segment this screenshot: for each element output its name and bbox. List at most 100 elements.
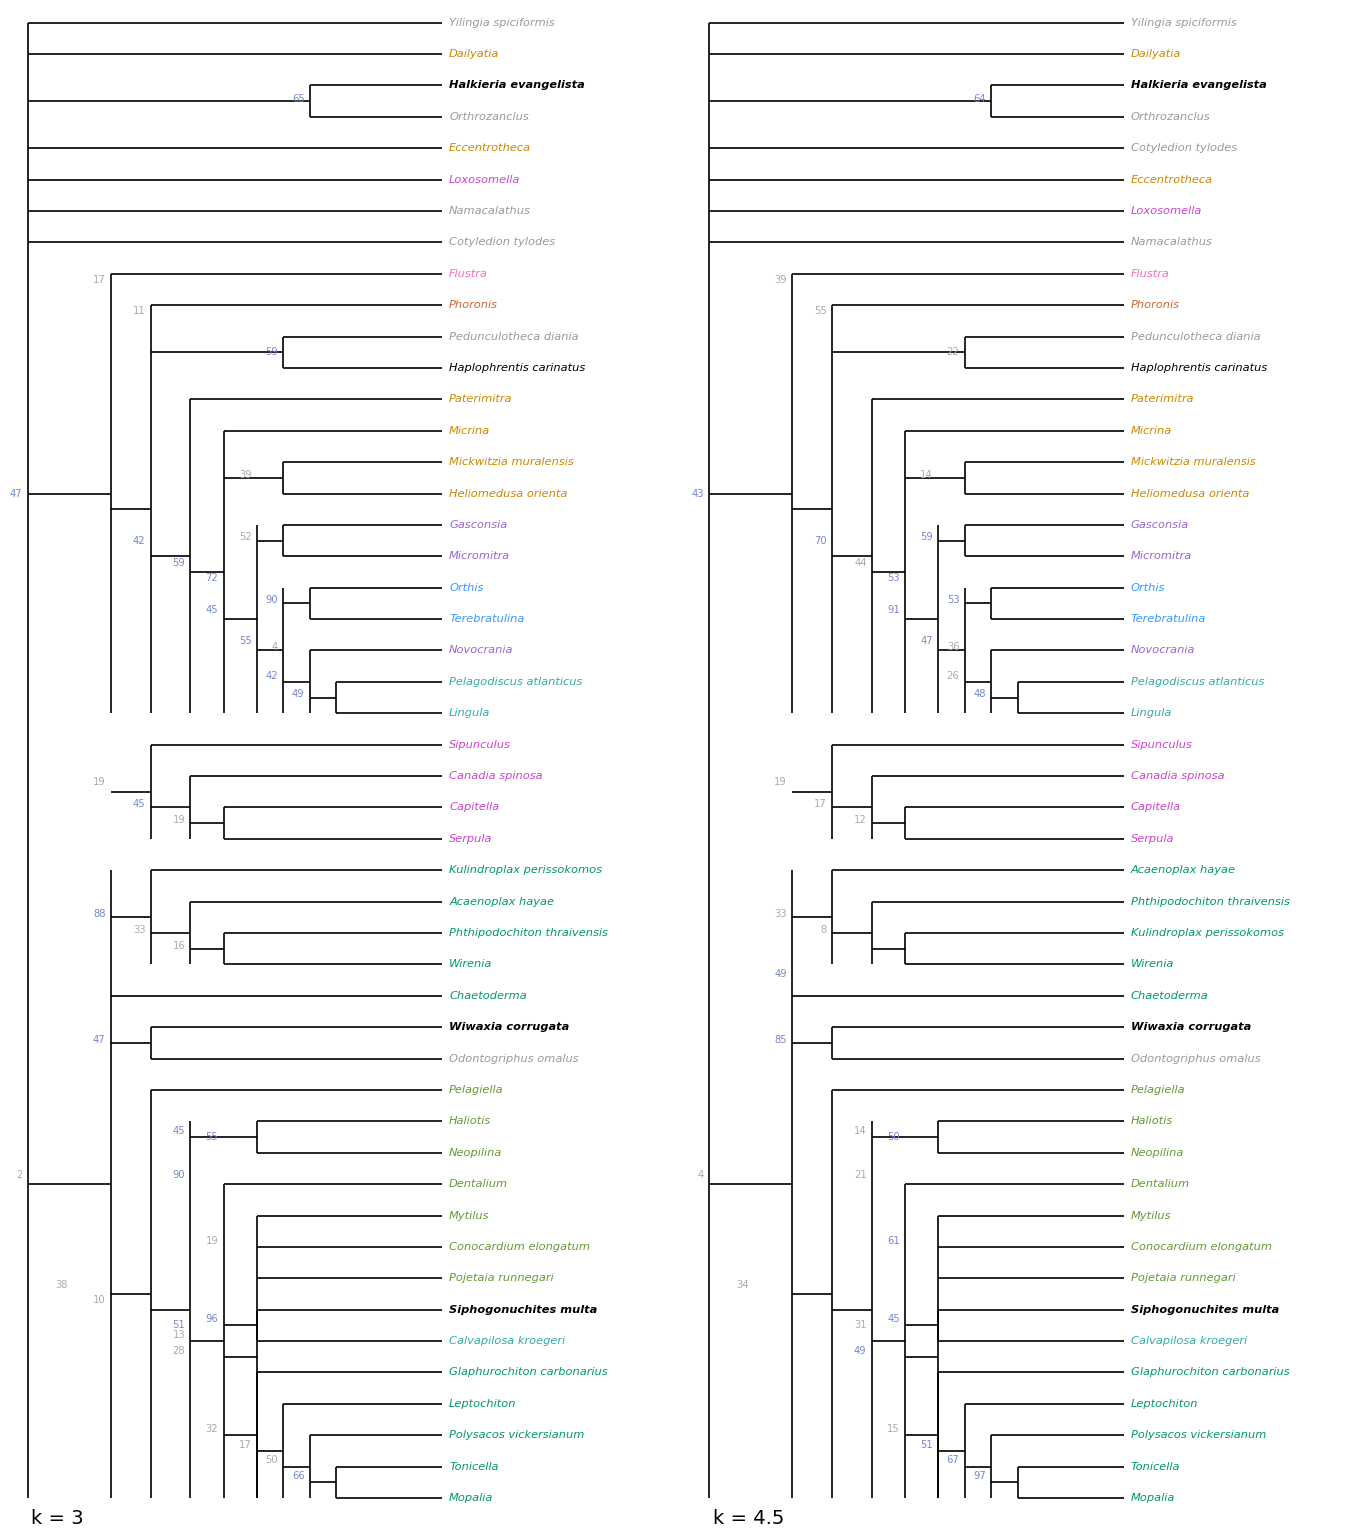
Text: 19: 19: [172, 816, 185, 825]
Text: Lingula: Lingula: [450, 708, 491, 719]
Text: 49: 49: [855, 1346, 867, 1355]
Text: Chaetoderma: Chaetoderma: [450, 991, 527, 1001]
Text: 26: 26: [947, 671, 960, 680]
Text: Orthrozanclus: Orthrozanclus: [450, 112, 529, 121]
Text: Micrina: Micrina: [1130, 425, 1172, 436]
Text: 38: 38: [56, 1279, 68, 1290]
Text: Terebratulina: Terebratulina: [1130, 614, 1206, 624]
Text: 19: 19: [93, 777, 105, 788]
Text: 59: 59: [172, 558, 185, 568]
Text: Gasconsia: Gasconsia: [450, 519, 507, 530]
Text: Pojetaia runnegari: Pojetaia runnegari: [450, 1273, 553, 1283]
Text: 34: 34: [737, 1279, 750, 1290]
Text: 45: 45: [206, 605, 218, 614]
Text: 64: 64: [973, 94, 985, 103]
Text: Pelagodiscus atlanticus: Pelagodiscus atlanticus: [450, 677, 582, 687]
Text: 49: 49: [292, 690, 304, 699]
Text: Micromitra: Micromitra: [450, 551, 510, 561]
Text: 65: 65: [292, 94, 304, 103]
Text: Cotyledion tylodes: Cotyledion tylodes: [1130, 143, 1236, 154]
Text: Novocrania: Novocrania: [450, 645, 514, 656]
Text: Odontogriphus omalus: Odontogriphus omalus: [1130, 1054, 1261, 1063]
Text: Glaphurochiton carbonarius: Glaphurochiton carbonarius: [1130, 1367, 1289, 1378]
Text: Mickwitzia muralensis: Mickwitzia muralensis: [450, 458, 574, 467]
Text: 50: 50: [266, 1456, 278, 1465]
Text: 39: 39: [774, 275, 786, 286]
Text: Mopalia: Mopalia: [1130, 1493, 1175, 1504]
Text: Wiwaxia corrugata: Wiwaxia corrugata: [1130, 1021, 1251, 1032]
Text: Serpula: Serpula: [1130, 834, 1174, 843]
Text: Pedunculotheca diania: Pedunculotheca diania: [450, 332, 579, 341]
Text: Phthipodochiton thraivensis: Phthipodochiton thraivensis: [450, 928, 608, 938]
Text: 33: 33: [132, 925, 146, 935]
Text: 51: 51: [172, 1321, 185, 1330]
Text: Calvapilosa kroegeri: Calvapilosa kroegeri: [1130, 1336, 1247, 1346]
Text: 45: 45: [173, 1126, 185, 1135]
Text: Serpula: Serpula: [450, 834, 492, 843]
Text: Mytilus: Mytilus: [1130, 1210, 1171, 1221]
Text: Dailyatia: Dailyatia: [1130, 49, 1180, 58]
Text: 90: 90: [266, 596, 278, 605]
Text: Acaenoplax hayae: Acaenoplax hayae: [1130, 865, 1236, 876]
Text: Pelagiella: Pelagiella: [450, 1084, 504, 1095]
Text: Halkieria evangelista: Halkieria evangelista: [450, 80, 585, 91]
Text: Conocardium elongatum: Conocardium elongatum: [1130, 1243, 1272, 1252]
Text: Dailyatia: Dailyatia: [450, 49, 499, 58]
Text: Mytilus: Mytilus: [450, 1210, 489, 1221]
Text: 17: 17: [239, 1439, 252, 1450]
Text: Orthis: Orthis: [450, 582, 484, 593]
Text: 12: 12: [853, 816, 867, 825]
Text: Leptochiton: Leptochiton: [1130, 1399, 1198, 1409]
Text: 22: 22: [947, 347, 960, 358]
Text: Terebratulina: Terebratulina: [450, 614, 525, 624]
Text: Glaphurochiton carbonarius: Glaphurochiton carbonarius: [450, 1367, 608, 1378]
Text: 53: 53: [887, 573, 900, 584]
Text: k = 3: k = 3: [31, 1508, 85, 1528]
Text: 44: 44: [855, 558, 867, 568]
Text: Phoronis: Phoronis: [450, 300, 497, 310]
Text: Neopilina: Neopilina: [450, 1147, 503, 1158]
Text: Mickwitzia muralensis: Mickwitzia muralensis: [1130, 458, 1255, 467]
Text: Haliotis: Haliotis: [450, 1117, 492, 1126]
Text: 32: 32: [206, 1424, 218, 1435]
Text: Tonicella: Tonicella: [450, 1462, 499, 1471]
Text: Wirenia: Wirenia: [1130, 960, 1174, 969]
Text: Capitella: Capitella: [1130, 802, 1180, 813]
Text: Namacalathus: Namacalathus: [1130, 238, 1213, 247]
Text: 70: 70: [814, 536, 827, 545]
Text: Siphogonuchites multa: Siphogonuchites multa: [1130, 1304, 1278, 1315]
Text: 47: 47: [10, 488, 23, 499]
Text: Loxosomella: Loxosomella: [1130, 206, 1202, 217]
Text: 17: 17: [93, 275, 105, 286]
Text: 43: 43: [691, 488, 705, 499]
Text: 28: 28: [173, 1346, 185, 1355]
Text: 19: 19: [206, 1235, 218, 1246]
Text: Neopilina: Neopilina: [1130, 1147, 1184, 1158]
Text: Flustra: Flustra: [450, 269, 488, 278]
Text: 4: 4: [698, 1170, 705, 1180]
Text: Kulindroplax perissokomos: Kulindroplax perissokomos: [1130, 928, 1284, 938]
Text: 61: 61: [887, 1235, 900, 1246]
Text: Polysacos vickersianum: Polysacos vickersianum: [450, 1430, 585, 1441]
Text: 19: 19: [774, 777, 786, 788]
Text: Pelagiella: Pelagiella: [1130, 1084, 1186, 1095]
Text: 47: 47: [93, 1035, 105, 1044]
Text: Heliomedusa orienta: Heliomedusa orienta: [450, 488, 567, 499]
Text: 97: 97: [973, 1471, 985, 1481]
Text: 42: 42: [132, 536, 146, 545]
Text: 39: 39: [239, 470, 252, 479]
Text: Halkieria evangelista: Halkieria evangelista: [1130, 80, 1266, 91]
Text: 45: 45: [132, 799, 146, 809]
Text: Polysacos vickersianum: Polysacos vickersianum: [1130, 1430, 1266, 1441]
Text: Siphogonuchites multa: Siphogonuchites multa: [450, 1304, 597, 1315]
Text: Paterimitra: Paterimitra: [1130, 395, 1194, 404]
Text: Mopalia: Mopalia: [450, 1493, 493, 1504]
Text: 55: 55: [206, 1132, 218, 1143]
Text: 59: 59: [920, 533, 932, 542]
Text: Wiwaxia corrugata: Wiwaxia corrugata: [450, 1021, 570, 1032]
Text: 52: 52: [239, 533, 252, 542]
Text: 55: 55: [814, 307, 827, 316]
Text: 4: 4: [271, 642, 278, 653]
Text: Tonicella: Tonicella: [1130, 1462, 1180, 1471]
Text: 55: 55: [239, 636, 252, 647]
